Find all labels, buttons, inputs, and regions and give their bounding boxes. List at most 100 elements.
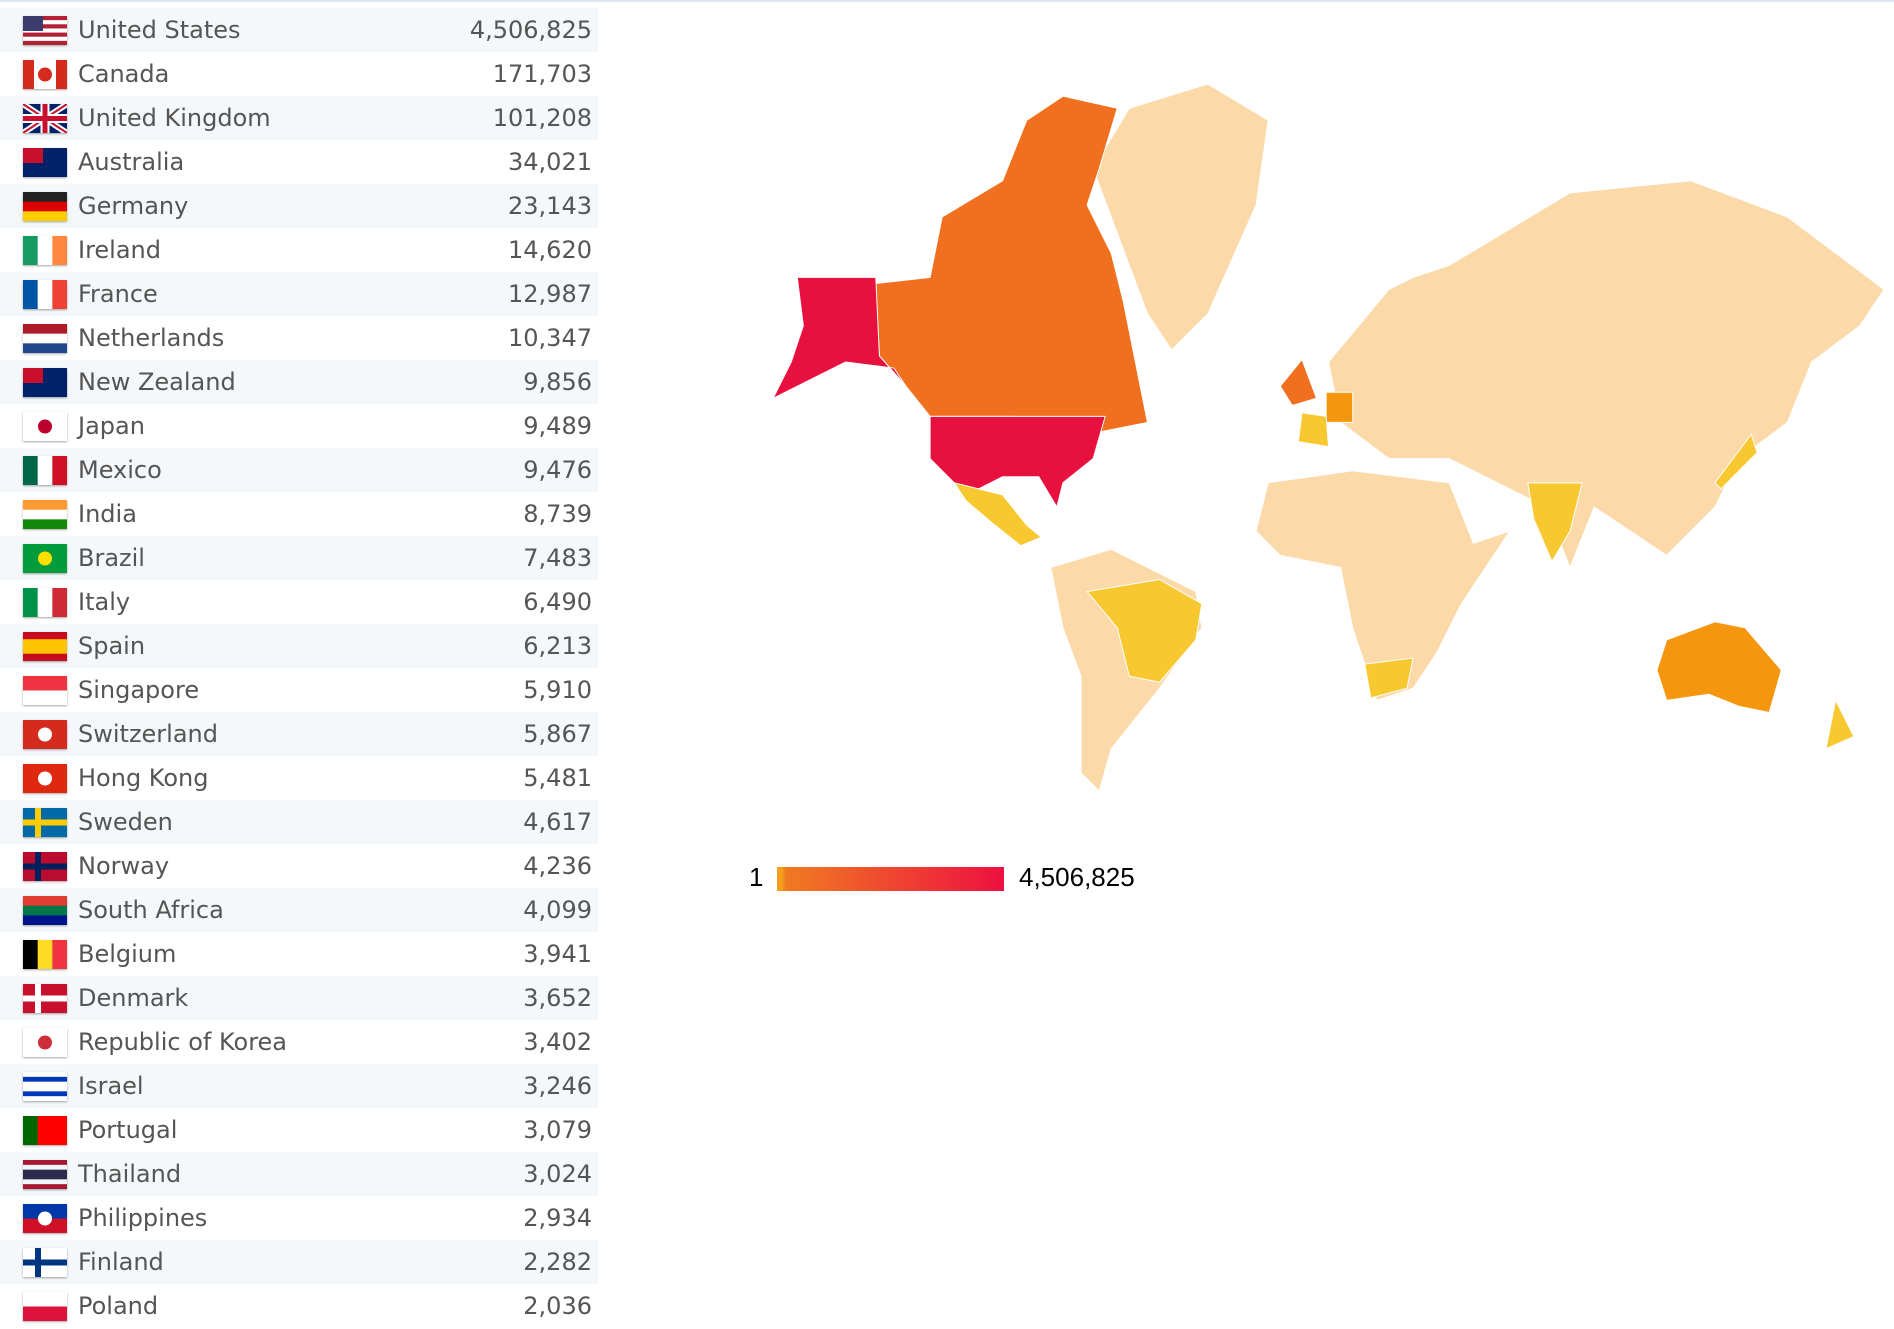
table-row[interactable]: Finland 2,282 [0, 1240, 598, 1284]
region-brazil[interactable] [1086, 578, 1203, 683]
flag-icon [23, 1160, 67, 1189]
flag-icon [23, 1072, 67, 1101]
country-name[interactable]: Germany [78, 192, 189, 220]
legend-max-label: 4,506,825 [1019, 862, 1135, 892]
table-row[interactable]: Norway 4,236 [0, 844, 598, 888]
region-japan[interactable] [1714, 433, 1758, 490]
country-value: 23,143 [508, 192, 592, 220]
table-row[interactable]: Poland 2,036 [0, 1284, 598, 1328]
country-name[interactable]: Canada [78, 60, 170, 88]
country-name[interactable]: Philippines [78, 1204, 208, 1232]
table-row[interactable]: France 12,987 [0, 272, 598, 316]
country-name[interactable]: France [78, 280, 158, 308]
region-africa[interactable] [1255, 470, 1511, 701]
country-value: 2,036 [523, 1292, 592, 1320]
country-name[interactable]: Israel [78, 1072, 144, 1100]
table-row[interactable]: Singapore 5,910 [0, 668, 598, 712]
flag-icon [23, 412, 67, 441]
top-border [0, 0, 1894, 2]
country-value: 12,987 [508, 280, 592, 308]
region-united-kingdom[interactable] [1279, 358, 1318, 407]
flag-icon [23, 588, 67, 617]
table-row[interactable]: Mexico 9,476 [0, 448, 598, 492]
table-row[interactable]: Republic of Korea 3,402 [0, 1020, 598, 1064]
table-row[interactable]: Brazil 7,483 [0, 536, 598, 580]
region-france[interactable] [1297, 412, 1330, 448]
region-united-states[interactable] [929, 415, 1106, 509]
country-name[interactable]: Japan [78, 412, 145, 440]
country-value: 4,617 [523, 808, 592, 836]
country-name[interactable]: Norway [78, 852, 170, 880]
region-mexico[interactable] [953, 482, 1043, 547]
table-row[interactable]: Ireland 14,620 [0, 228, 598, 272]
country-value: 9,476 [523, 456, 592, 484]
table-row[interactable]: Sweden 4,617 [0, 800, 598, 844]
table-row[interactable]: Philippines 2,934 [0, 1196, 598, 1240]
country-name[interactable]: Thailand [78, 1160, 182, 1188]
table-row[interactable]: Thailand 3,024 [0, 1152, 598, 1196]
country-name[interactable]: Spain [78, 632, 146, 660]
country-value: 3,246 [523, 1072, 592, 1100]
country-name[interactable]: South Africa [78, 896, 224, 924]
table-row[interactable]: Belgium 3,941 [0, 932, 598, 976]
country-value: 34,021 [508, 148, 592, 176]
country-name[interactable]: Belgium [78, 940, 177, 968]
country-name[interactable]: Hong Kong [78, 764, 209, 792]
region-australia[interactable] [1656, 621, 1782, 713]
region-greenland[interactable] [1092, 83, 1269, 351]
table-row[interactable]: South Africa 4,099 [0, 888, 598, 932]
country-name[interactable]: United Kingdom [78, 104, 271, 132]
table-row[interactable]: Germany 23,143 [0, 184, 598, 228]
table-row[interactable]: Denmark 3,652 [0, 976, 598, 1020]
country-name[interactable]: Singapore [78, 676, 200, 704]
table-row[interactable]: Hong Kong 5,481 [0, 756, 598, 800]
region-germany[interactable] [1325, 391, 1354, 423]
country-name[interactable]: Netherlands [78, 324, 225, 352]
country-name[interactable]: Portugal [78, 1116, 178, 1144]
country-name[interactable]: Mexico [78, 456, 162, 484]
table-row[interactable]: New Zealand 9,856 [0, 360, 598, 404]
country-name[interactable]: New Zealand [78, 368, 236, 396]
table-row[interactable]: Australia 34,021 [0, 140, 598, 184]
country-name[interactable]: Poland [78, 1292, 159, 1320]
country-value: 171,703 [492, 60, 592, 88]
region-new-zealand[interactable] [1825, 698, 1855, 750]
table-row[interactable]: Netherlands 10,347 [0, 316, 598, 360]
country-name[interactable]: Ireland [78, 236, 162, 264]
flag-icon [23, 60, 67, 89]
table-row[interactable]: Spain 6,213 [0, 624, 598, 668]
country-name[interactable]: Australia [78, 148, 185, 176]
country-name[interactable]: United States [78, 16, 241, 44]
country-value: 101,208 [492, 104, 592, 132]
flag-icon [23, 764, 67, 793]
region-south-africa[interactable] [1364, 657, 1414, 699]
flag-icon [23, 192, 67, 221]
country-name[interactable]: Republic of Korea [78, 1028, 288, 1056]
country-name[interactable]: Switzerland [78, 720, 218, 748]
country-name[interactable]: Sweden [78, 808, 173, 836]
table-row[interactable]: United Kingdom 101,208 [0, 96, 598, 140]
table-row[interactable]: Japan 9,489 [0, 404, 598, 448]
country-name[interactable]: India [78, 500, 137, 528]
country-value: 3,402 [523, 1028, 592, 1056]
table-row[interactable]: Italy 6,490 [0, 580, 598, 624]
table-row[interactable]: India 8,739 [0, 492, 598, 536]
country-name[interactable]: Finland [78, 1248, 164, 1276]
flag-icon [23, 1292, 67, 1321]
table-row[interactable]: Canada 171,703 [0, 52, 598, 96]
world-map [772, 83, 1885, 792]
table-row[interactable]: Portugal 3,079 [0, 1108, 598, 1152]
table-row[interactable]: Israel 3,246 [0, 1064, 598, 1108]
flag-icon [23, 676, 67, 705]
country-name[interactable]: Brazil [78, 544, 145, 572]
country-value: 10,347 [508, 324, 592, 352]
region-alaska[interactable] [772, 276, 907, 400]
country-name[interactable]: Italy [78, 588, 131, 616]
table-row[interactable]: United States 4,506,825 [0, 8, 598, 52]
region-india[interactable] [1527, 482, 1583, 563]
country-value: 7,483 [523, 544, 592, 572]
country-name[interactable]: Denmark [78, 984, 189, 1012]
country-value: 2,282 [523, 1248, 592, 1276]
table-row[interactable]: Switzerland 5,867 [0, 712, 598, 756]
flag-icon [23, 984, 67, 1013]
